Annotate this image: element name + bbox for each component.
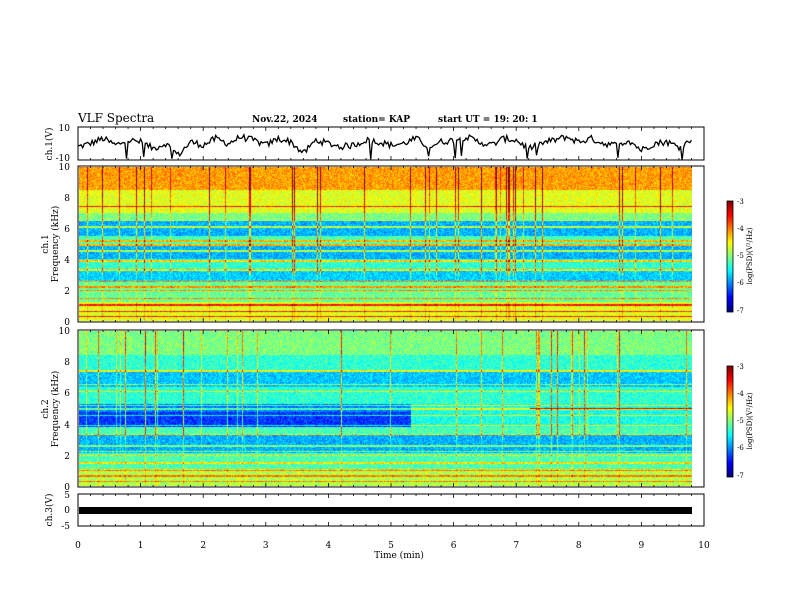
ch2-colorbar-tick: -7 bbox=[737, 472, 744, 480]
ch3-waveform-ticks bbox=[77, 494, 705, 526]
ch2-freq-tick: 10 bbox=[59, 327, 71, 337]
start-time-label: start UT = 19: 20: 1 bbox=[438, 115, 538, 125]
ch2-spectrogram-panel: 0 2 4 6 8 10 ch.2 Frequency (kHz) -3 -4 … bbox=[41, 327, 754, 493]
ch1-freq-tick: 0 bbox=[64, 318, 70, 328]
ch3-waveform-ylabel: ch.3(V) bbox=[44, 494, 55, 527]
ch1-freq-tick: 10 bbox=[59, 163, 71, 173]
ch1-colorbar-label: log(PSD)(V²/Hz) bbox=[746, 227, 754, 284]
ch1-freq-tick: 8 bbox=[64, 194, 70, 204]
ch1-spectrogram-ylabel-frequency: Frequency (kHz) bbox=[50, 206, 61, 283]
ch1-spectrogram-ticks bbox=[77, 166, 705, 322]
figure-title: VLF Spectra bbox=[77, 111, 154, 125]
time-tick-label: 5 bbox=[388, 541, 394, 551]
ch3-ytick: 0 bbox=[64, 506, 70, 516]
ch1-freq-tick: 2 bbox=[64, 287, 70, 297]
ch1-colorbar bbox=[727, 201, 733, 312]
time-tick-label: 4 bbox=[326, 541, 332, 551]
ch3-waveform-panel: 5 0 -5 ch.3(V) bbox=[44, 491, 705, 532]
ch1-waveform-ylabel: ch.1(V) bbox=[44, 128, 55, 161]
ch2-spectrogram-image-wrap bbox=[79, 331, 692, 486]
time-axis-label: Time (min) bbox=[374, 550, 424, 561]
time-axis-tick-labels: 0 1 2 3 4 5 6 7 8 9 10 bbox=[75, 541, 710, 551]
ch1-ytick-bottom: -10 bbox=[56, 154, 71, 164]
station-label: station= KAP bbox=[343, 115, 410, 125]
ch1-spectrogram-image-wrap bbox=[79, 167, 692, 321]
ch2-colorbar-tick: -5 bbox=[737, 417, 744, 425]
ch3-waveform-trace bbox=[79, 507, 692, 514]
ch1-freq-tick: 6 bbox=[64, 225, 70, 235]
ch1-spectrogram-image bbox=[79, 167, 692, 321]
time-tick-label: 1 bbox=[138, 541, 144, 551]
ch2-freq-tick: 0 bbox=[64, 483, 70, 493]
ch2-colorbar-label: log(PSD)(V²/Hz) bbox=[746, 392, 754, 449]
ch2-colorbar-tick: -3 bbox=[737, 363, 744, 371]
ch2-freq-tick: 2 bbox=[64, 452, 70, 462]
ch1-ytick-top: 10 bbox=[59, 124, 71, 134]
time-tick-label: 3 bbox=[263, 541, 269, 551]
ch1-waveform-line bbox=[77, 132, 693, 160]
ch2-freq-tick: 4 bbox=[64, 421, 70, 431]
time-tick-label: 6 bbox=[451, 541, 457, 551]
ch2-spectrogram-image bbox=[79, 331, 692, 486]
time-tick-label: 9 bbox=[639, 541, 645, 551]
ch2-colorbar bbox=[727, 366, 733, 477]
ch1-colorbar-tick: -5 bbox=[737, 252, 744, 260]
time-tick-label: 10 bbox=[698, 541, 710, 551]
ch2-spectrogram-ylabel-frequency: Frequency (kHz) bbox=[50, 371, 61, 448]
ch2-spectrogram-ticks bbox=[77, 330, 705, 487]
ch1-waveform-panel: 10 -10 ch.1(V) bbox=[44, 124, 705, 164]
ch2-freq-tick: 8 bbox=[64, 358, 70, 368]
ch3-ytick: 5 bbox=[64, 491, 70, 501]
ch1-colorbar-tick: -7 bbox=[737, 307, 744, 315]
ch1-colorbar-tick: -6 bbox=[737, 279, 744, 287]
ch1-colorbar-frame bbox=[726, 200, 734, 313]
ch1-spectrogram-panel: 0 2 4 6 8 10 ch.1 Frequency (kHz) -3 -4 … bbox=[41, 163, 754, 328]
ch2-freq-tick: 6 bbox=[64, 389, 70, 399]
ch1-colorbar-wrap bbox=[727, 201, 733, 312]
ch2-colorbar-wrap bbox=[727, 366, 733, 477]
ch2-colorbar-tick: -6 bbox=[737, 444, 744, 452]
ch1-colorbar-tick: -3 bbox=[737, 198, 744, 206]
ch1-colorbar-tick: -4 bbox=[737, 225, 744, 233]
date-label: Nov.22, 2024 bbox=[252, 115, 318, 125]
time-tick-label: 8 bbox=[576, 541, 582, 551]
time-tick-label: 2 bbox=[200, 541, 206, 551]
ch1-waveform-ticks bbox=[77, 127, 705, 160]
ch2-colorbar-tick: -4 bbox=[737, 390, 744, 398]
ch1-freq-tick: 4 bbox=[64, 256, 70, 266]
time-tick-label: 0 bbox=[75, 541, 81, 551]
ch3-ytick: -5 bbox=[61, 522, 70, 532]
ch2-spectrogram-ylabel-channel: ch.2 bbox=[41, 399, 51, 418]
time-tick-label: 7 bbox=[513, 541, 519, 551]
ch1-spectrogram-ylabel-channel: ch.1 bbox=[41, 234, 51, 253]
ch2-colorbar-frame bbox=[726, 365, 734, 478]
